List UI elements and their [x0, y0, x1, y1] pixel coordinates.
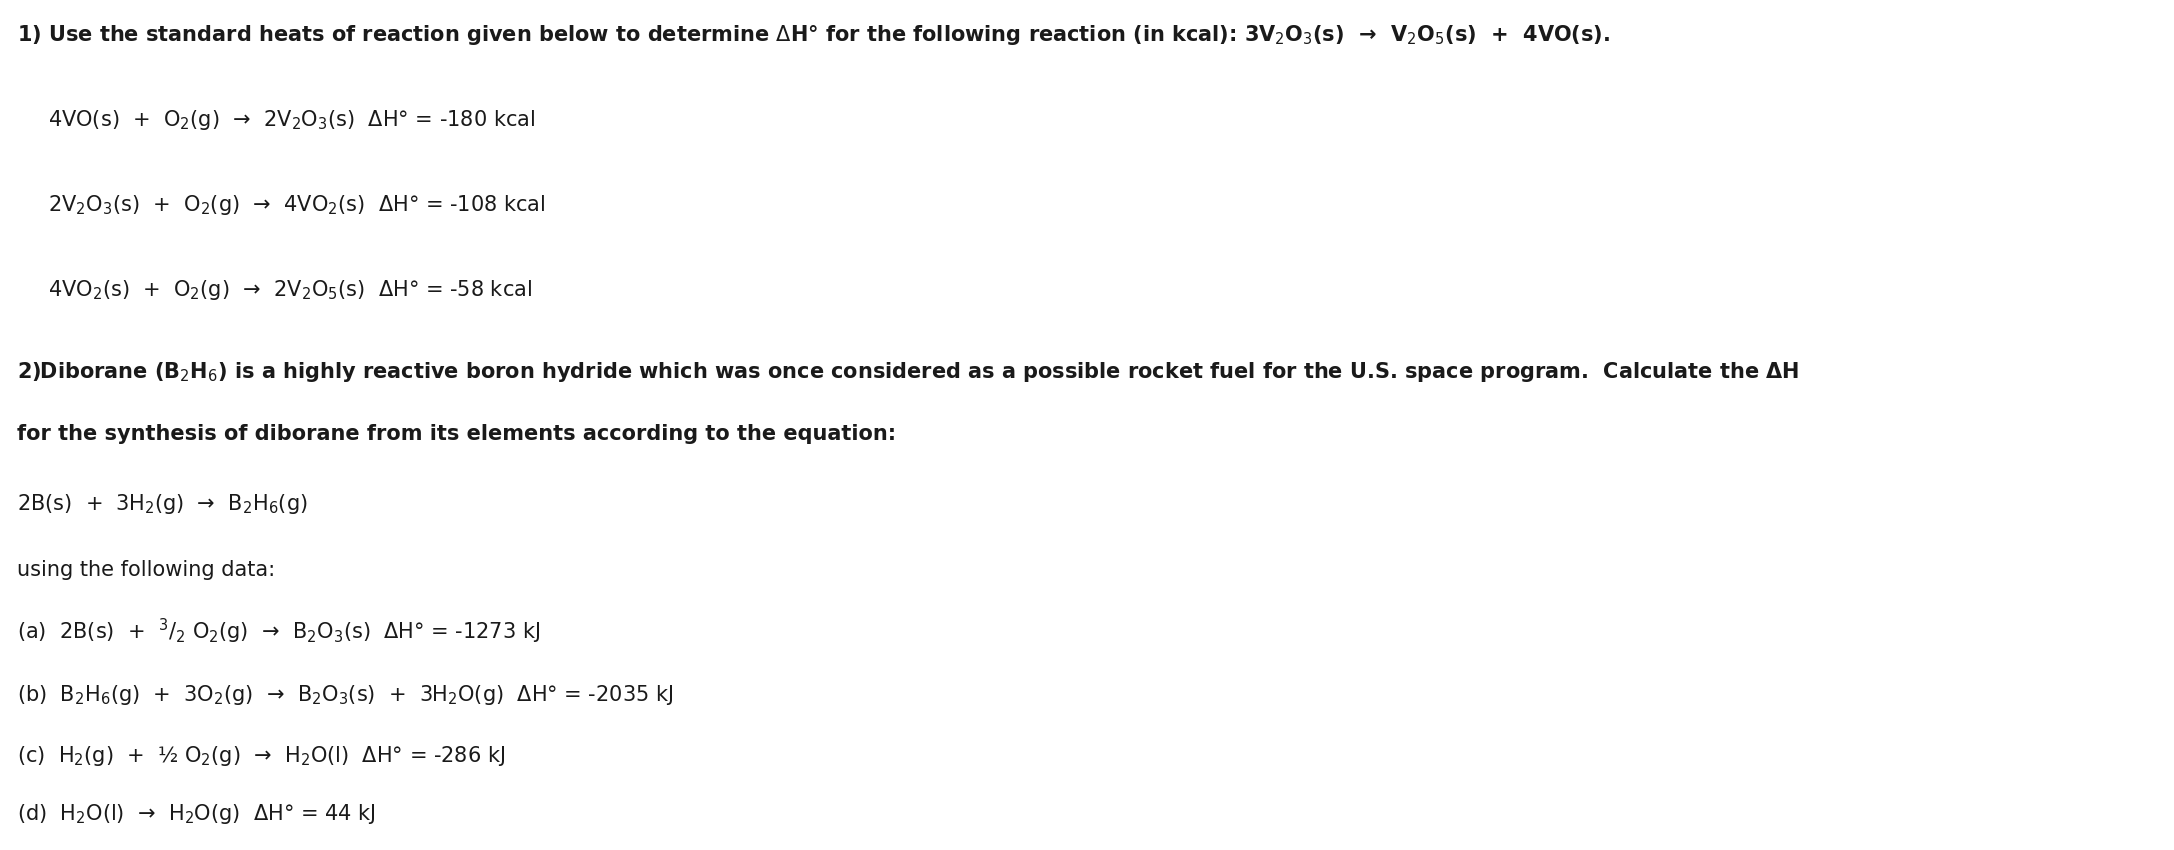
Text: (c)  H$_2$(g)  +  ½ O$_2$(g)  →  H$_2$O(l)  ΔH° = -286 kJ: (c) H$_2$(g) + ½ O$_2$(g) → H$_2$O(l) ΔH…	[17, 744, 507, 768]
Text: using the following data:: using the following data:	[17, 559, 276, 580]
Text: (a)  2B(s)  +  $^3/_2$ O$_2$(g)  →  B$_2$O$_3$(s)  ΔH° = -1273 kJ: (a) 2B(s) + $^3/_2$ O$_2$(g) → B$_2$O$_3…	[17, 617, 541, 646]
Text: 2)Diborane (B$_2$H$_6$) is a highly reactive boron hydride which was once consid: 2)Diborane (B$_2$H$_6$) is a highly reac…	[17, 360, 1800, 384]
Text: 2V$_2$O$_3$(s)  +  O$_2$(g)  →  4VO$_2$(s)  ΔH° = -108 kcal: 2V$_2$O$_3$(s) + O$_2$(g) → 4VO$_2$(s) Δ…	[48, 193, 546, 217]
Text: 4VO$_2$(s)  +  O$_2$(g)  →  2V$_2$O$_5$(s)  ΔH° = -58 kcal: 4VO$_2$(s) + O$_2$(g) → 2V$_2$O$_5$(s) Δ…	[48, 278, 533, 302]
Text: (d)  H$_2$O(l)  →  H$_2$O(g)  ΔH° = 44 kJ: (d) H$_2$O(l) → H$_2$O(g) ΔH° = 44 kJ	[17, 802, 376, 826]
Text: 2B(s)  +  3H$_2$(g)  →  B$_2$H$_6$(g): 2B(s) + 3H$_2$(g) → B$_2$H$_6$(g)	[17, 492, 309, 516]
Text: (b)  B$_2$H$_6$(g)  +  3O$_2$(g)  →  B$_2$O$_3$(s)  +  3H$_2$O(g)  ΔH° = -2035 k: (b) B$_2$H$_6$(g) + 3O$_2$(g) → B$_2$O$_…	[17, 683, 674, 707]
Text: for the synthesis of diborane from its elements according to the equation:: for the synthesis of diborane from its e…	[17, 423, 896, 444]
Text: 1) Use the standard heats of reaction given below to determine $\Delta$H° for th: 1) Use the standard heats of reaction gi…	[17, 23, 1611, 47]
Text: 4VO(s)  +  O$_2$(g)  →  2V$_2$O$_3$(s)  ΔH° = -180 kcal: 4VO(s) + O$_2$(g) → 2V$_2$O$_3$(s) ΔH° =…	[48, 108, 535, 132]
